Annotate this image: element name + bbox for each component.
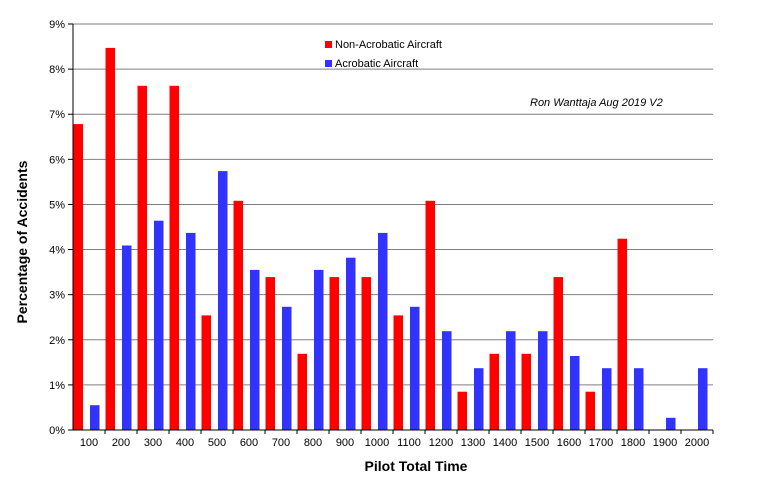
x-tick-label: 1400 — [493, 437, 517, 449]
x-tick-label: 500 — [208, 437, 226, 449]
bar-non-acrobatic — [137, 85, 147, 431]
bar-non-acrobatic — [425, 200, 435, 430]
x-tick-label: 900 — [336, 437, 354, 449]
bar-acrobatic — [698, 368, 708, 430]
x-tick-label: 1500 — [525, 437, 549, 449]
x-tick-label: 2000 — [685, 437, 709, 449]
x-tick-label: 1700 — [589, 437, 613, 449]
bar-non-acrobatic — [521, 353, 531, 430]
x-tick-label: 1300 — [461, 437, 485, 449]
bar-acrobatic — [250, 269, 260, 430]
bar-acrobatic — [186, 232, 196, 430]
y-tick-label: 3% — [49, 290, 65, 302]
legend-label-acrobatic: Acrobatic Aircraft — [335, 58, 418, 70]
bar-non-acrobatic — [553, 277, 563, 430]
bar-non-acrobatic — [393, 315, 403, 430]
bar-acrobatic — [314, 269, 324, 430]
bar-acrobatic — [218, 171, 228, 430]
bars — [73, 47, 708, 431]
bar-acrobatic — [474, 368, 484, 430]
bar-acrobatic — [378, 232, 388, 430]
x-tick-label: 1900 — [653, 437, 677, 449]
x-tick-label: 1600 — [557, 437, 581, 449]
bar-non-acrobatic — [105, 47, 115, 431]
bar-non-acrobatic — [233, 200, 243, 430]
x-tick-label: 1000 — [365, 437, 389, 449]
bar-non-acrobatic — [201, 315, 211, 430]
y-tick-label: 5% — [49, 199, 65, 211]
x-tick-label: 200 — [112, 437, 130, 449]
bar-non-acrobatic — [329, 277, 339, 430]
x-tick-label: 700 — [272, 437, 290, 449]
bar-non-acrobatic — [169, 85, 179, 431]
bar-non-acrobatic — [457, 391, 467, 430]
y-tick-label: 0% — [49, 425, 65, 437]
y-tick-labels: 0% 1% 2% 3% 4% 5% 6% 7% 8% 9% — [49, 19, 65, 437]
bar-acrobatic — [90, 405, 100, 430]
bar-non-acrobatic — [297, 353, 307, 430]
x-tick-label: 800 — [304, 437, 322, 449]
bar-non-acrobatic — [585, 391, 595, 430]
author-annotation: Ron Wanttaja Aug 2019 V2 — [530, 97, 663, 109]
x-tick-label: 1200 — [429, 437, 453, 449]
x-tick-label: 300 — [144, 437, 162, 449]
bar-non-acrobatic — [489, 353, 499, 430]
bar-acrobatic — [570, 356, 580, 430]
bar-non-acrobatic — [265, 277, 275, 430]
legend: Non-Acrobatic Aircraft Acrobatic Aircraf… — [325, 39, 442, 70]
bar-acrobatic — [154, 220, 164, 430]
legend-swatch-non-acrobatic — [325, 41, 332, 48]
gridlines — [73, 23, 713, 386]
x-tick-label: 1800 — [621, 437, 645, 449]
bar-acrobatic — [506, 331, 516, 430]
y-tick-label: 4% — [49, 245, 65, 257]
legend-label-non-acrobatic: Non-Acrobatic Aircraft — [335, 39, 442, 51]
y-tick-label: 2% — [49, 335, 65, 347]
bar-acrobatic — [666, 417, 676, 430]
y-tick-label: 8% — [49, 64, 65, 76]
y-axis-ticks — [68, 23, 73, 431]
bar-acrobatic — [442, 331, 452, 430]
y-tick-label: 1% — [49, 380, 65, 392]
y-tick-label: 9% — [49, 19, 65, 31]
bar-acrobatic — [122, 245, 132, 430]
bar-acrobatic — [602, 368, 612, 430]
x-tick-label: 100 — [80, 437, 98, 449]
bar-acrobatic — [282, 306, 292, 430]
bar-acrobatic — [634, 368, 644, 430]
bar-non-acrobatic — [361, 277, 371, 430]
x-tick-label: 400 — [176, 437, 194, 449]
x-tick-label: 600 — [240, 437, 258, 449]
y-tick-label: 6% — [49, 154, 65, 166]
bar-acrobatic — [410, 306, 420, 430]
bar-acrobatic — [538, 331, 548, 430]
x-axis-title: Pilot Total Time — [365, 458, 468, 474]
bar-acrobatic — [346, 257, 356, 430]
bar-non-acrobatic — [617, 238, 627, 430]
x-tick-labels: 100 200 300 400 500 600 700 800 900 1000 1100 1200 1… — [80, 430, 714, 449]
x-tick-label: 1100 — [397, 437, 421, 449]
y-axis-title: Percentage of Accidents — [14, 160, 30, 323]
bar-non-acrobatic — [73, 124, 83, 430]
y-tick-label: 7% — [49, 109, 65, 121]
legend-swatch-acrobatic — [325, 60, 332, 67]
